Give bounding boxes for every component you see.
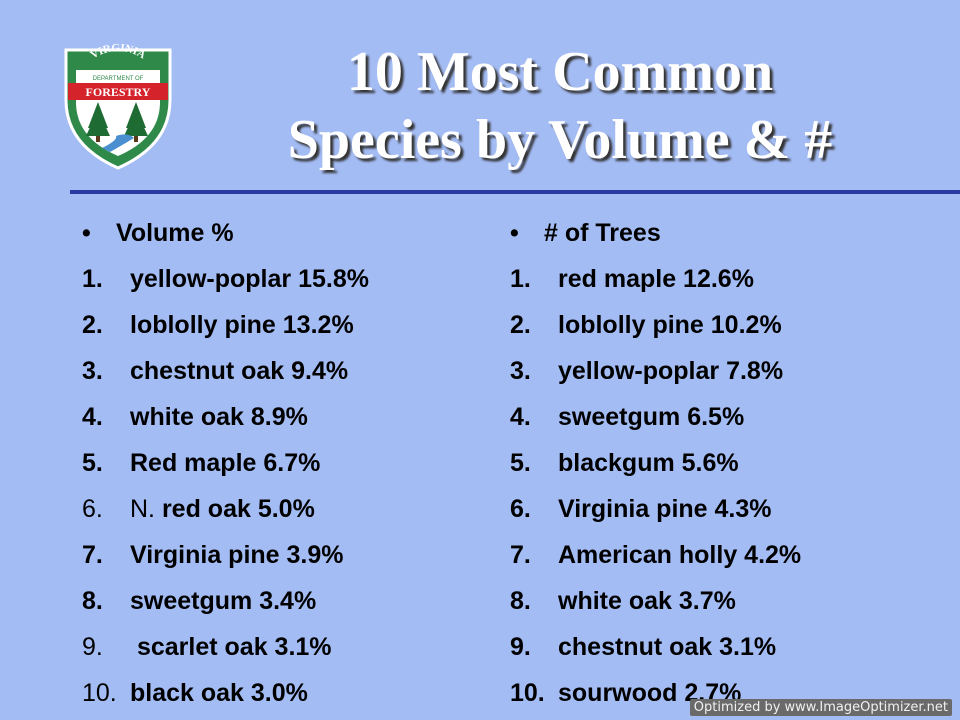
volume-heading: Volume %	[116, 219, 234, 247]
optimizer-watermark: Optimized by www.ImageOptimizer.net	[689, 699, 952, 716]
list-item: 9. chestnut oak 3.1%	[510, 624, 801, 670]
item-number: 8.	[82, 587, 103, 615]
item-text: sweetgum 6.5%	[558, 403, 745, 431]
item-number: 10.	[82, 679, 117, 707]
bullet-glyph: •	[510, 219, 519, 247]
item-prefix	[130, 633, 137, 661]
item-number: 8.	[510, 587, 531, 615]
svg-text:FORESTRY: FORESTRY	[86, 85, 151, 99]
list-item: 6. N. red oak 5.0%	[82, 486, 369, 532]
list-item: 2. loblolly pine 10.2%	[510, 302, 801, 348]
list-item: 5. blackgum 5.6%	[510, 440, 801, 486]
item-number: 2.	[82, 311, 103, 339]
item-text: blackgum 5.6%	[558, 449, 739, 477]
list-item: 6. Virginia pine 4.3%	[510, 486, 801, 532]
list-item: 1. red maple 12.6%	[510, 256, 801, 302]
svg-text:DEPARTMENT OF: DEPARTMENT OF	[93, 76, 144, 82]
slide-title: 10 Most Common Species by Volume & #	[190, 38, 930, 174]
list-item: 8. white oak 3.7%	[510, 578, 801, 624]
title-line-2: Species by Volume & #	[287, 109, 833, 171]
item-number: 10.	[510, 679, 545, 707]
tree-count-heading-row: • # of Trees	[510, 210, 801, 256]
item-number: 1.	[510, 265, 531, 293]
item-text: loblolly pine 10.2%	[558, 311, 782, 339]
item-text: white oak 3.7%	[558, 587, 736, 615]
list-item: 4. sweetgum 6.5%	[510, 394, 801, 440]
item-text: yellow-poplar 15.8%	[130, 265, 369, 293]
title-line-1: 10 Most Common	[346, 41, 774, 103]
item-number: 4.	[510, 403, 531, 431]
item-text: chestnut oak 9.4%	[130, 357, 349, 385]
svg-text:VIRGINIA: VIRGINIA	[88, 42, 147, 61]
item-prefix: N.	[130, 495, 162, 523]
item-number: 3.	[82, 357, 103, 385]
item-number: 1.	[82, 265, 103, 293]
item-text: sweetgum 3.4%	[130, 587, 317, 615]
item-text: white oak 8.9%	[130, 403, 308, 431]
list-item: 1. yellow-poplar 15.8%	[82, 256, 369, 302]
item-text: chestnut oak 3.1%	[558, 633, 777, 661]
item-number: 5.	[510, 449, 531, 477]
list-item: 7. American holly 4.2%	[510, 532, 801, 578]
volume-heading-row: • Volume %	[82, 210, 369, 256]
item-number: 9.	[82, 633, 103, 661]
item-text: Virginia pine 3.9%	[130, 541, 344, 569]
item-text: American holly 4.2%	[558, 541, 802, 569]
list-item: 9. scarlet oak 3.1%	[82, 624, 369, 670]
list-item: 2. loblolly pine 13.2%	[82, 302, 369, 348]
item-text: red maple 12.6%	[558, 265, 754, 293]
list-item: 4. white oak 8.9%	[82, 394, 369, 440]
list-item: 7. Virginia pine 3.9%	[82, 532, 369, 578]
bullet-glyph: •	[82, 219, 91, 247]
item-number: 6.	[82, 495, 103, 523]
item-number: 4.	[82, 403, 103, 431]
title-divider	[70, 190, 960, 194]
item-number: 7.	[510, 541, 531, 569]
tree-count-column: • # of Trees 1. red maple 12.6% 2. loblolly…	[510, 210, 801, 716]
list-item: 3. yellow-poplar 7.8%	[510, 348, 801, 394]
list-item: 8. sweetgum 3.4%	[82, 578, 369, 624]
list-item: 5. Red maple 6.7%	[82, 440, 369, 486]
item-number: 5.	[82, 449, 103, 477]
item-text: red oak 5.0%	[161, 495, 315, 523]
item-number: 2.	[510, 311, 531, 339]
item-number: 3.	[510, 357, 531, 385]
item-number: 6.	[510, 495, 531, 523]
virginia-forestry-logo: VIRGINIA DEPARTMENT OF FORESTRY	[58, 40, 178, 170]
volume-column: • Volume % 1. yellow-poplar 15.8% 2. loblol…	[82, 210, 369, 716]
item-number: 7.	[82, 541, 103, 569]
item-text: Virginia pine 4.3%	[558, 495, 772, 523]
item-text: Red maple 6.7%	[130, 449, 321, 477]
item-text: scarlet oak 3.1%	[136, 633, 332, 661]
item-text: loblolly pine 13.2%	[130, 311, 354, 339]
list-item: 10. black oak 3.0%	[82, 670, 369, 716]
item-text: black oak 3.0%	[130, 679, 308, 707]
item-text: yellow-poplar 7.8%	[558, 357, 784, 385]
item-number: 9.	[510, 633, 531, 661]
tree-count-heading: # of Trees	[544, 219, 661, 247]
list-item: 3. chestnut oak 9.4%	[82, 348, 369, 394]
